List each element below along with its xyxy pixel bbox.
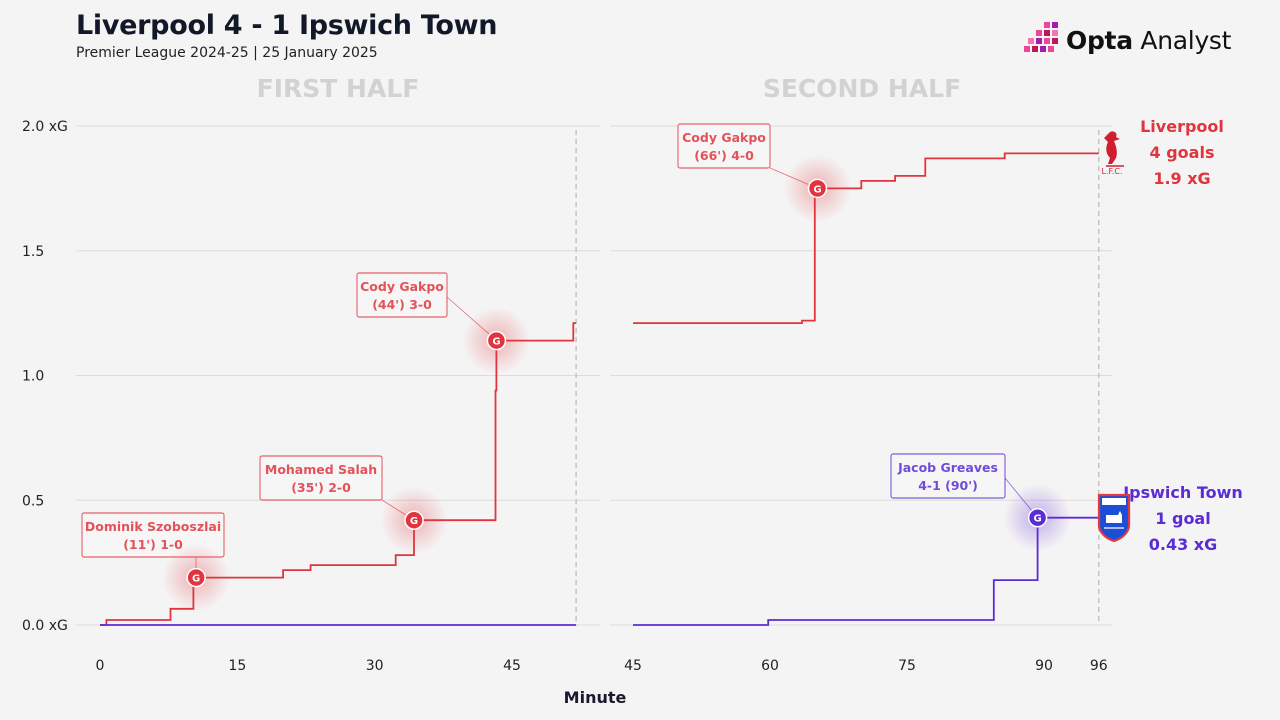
half-title: FIRST HALF: [257, 74, 420, 103]
brand-rest: Analyst: [1132, 26, 1232, 55]
goal-marker: [486, 330, 507, 351]
ipswich-crest-icon: [1097, 493, 1131, 543]
y-tick-label: 1.0: [22, 369, 44, 385]
goal-callout-box: [259, 455, 383, 501]
goal-marker: [807, 178, 828, 199]
opta-analyst-logo: Opta Analyst: [1022, 20, 1231, 60]
goal-scorer-label: Jacob Greaves: [897, 460, 998, 475]
liverpool-crest-icon: L.F.C.: [1102, 131, 1124, 176]
x-tick-label: 90: [1035, 658, 1053, 674]
goal-scorer-label: Cody Gakpo: [682, 130, 766, 145]
team-summary-line: Liverpool: [1140, 117, 1224, 136]
goal-minute-label: 4-1 (90'): [918, 478, 978, 493]
y-tick-label: 2.0 xG: [22, 119, 68, 135]
crest-text: L.F.C.: [1102, 167, 1123, 176]
y-tick-label: 0.5: [22, 493, 44, 509]
team-summary-line: 0.43 xG: [1149, 535, 1218, 554]
chart-subtitle: Premier League 2024-25 | 25 January 2025: [76, 45, 378, 61]
goal-scorer-label: Mohamed Salah: [265, 462, 377, 477]
goal-scorer-label: Dominik Szoboszlai: [85, 519, 221, 534]
x-axis-label: Minute: [564, 688, 627, 707]
goal-minute-label: (35') 2-0: [291, 480, 351, 495]
crest-band: [1102, 498, 1126, 505]
x-tick-label: 30: [366, 658, 384, 674]
x-tick-label: 15: [228, 658, 246, 674]
team-summary-line: 1 goal: [1155, 509, 1210, 528]
goal-marker-text: G: [492, 337, 500, 348]
crest-horse: [1106, 511, 1122, 523]
y-tick-label: 1.5: [22, 244, 44, 260]
goal-callout-box: [890, 453, 1006, 499]
x-tick-label: 0: [96, 658, 105, 674]
series-line: [633, 152, 1099, 324]
brand-bold: Opta: [1066, 26, 1133, 55]
chart-title: Liverpool 4 - 1 Ipswich Town: [76, 10, 498, 41]
goal-marker-text: G: [813, 184, 821, 195]
y-tick-label: 0.0 xG: [22, 618, 68, 634]
goal-minute-label: (66') 4-0: [694, 148, 754, 163]
liver-bird-shape: [1104, 131, 1120, 164]
team-summary-line: 4 goals: [1150, 143, 1215, 162]
x-tick-label: 75: [898, 658, 916, 674]
x-tick-label: 45: [503, 658, 521, 674]
x-tick-label: 96: [1090, 658, 1108, 674]
half-title: SECOND HALF: [763, 74, 961, 103]
team-summary-line: 1.9 xG: [1153, 169, 1210, 188]
opta-logo-icon: [1024, 22, 1058, 52]
goal-marker-text: G: [1033, 514, 1041, 525]
goal-minute-label: (11') 1-0: [123, 537, 183, 552]
team-summary-line: Ipswich Town: [1123, 483, 1243, 502]
goal-marker: [186, 567, 206, 588]
goal-marker-text: G: [192, 574, 200, 585]
goal-callout-box: [677, 123, 771, 169]
goal-minute-label: (44') 3-0: [372, 297, 432, 312]
goal-marker-text: G: [410, 516, 418, 527]
goal-scorer-label: Cody Gakpo: [360, 279, 444, 294]
goal-callout-box: [356, 272, 448, 318]
x-tick-label: 60: [761, 658, 779, 674]
x-tick-label: 45: [624, 658, 642, 674]
goal-marker: [1027, 507, 1048, 528]
goal-marker: [404, 510, 424, 530]
